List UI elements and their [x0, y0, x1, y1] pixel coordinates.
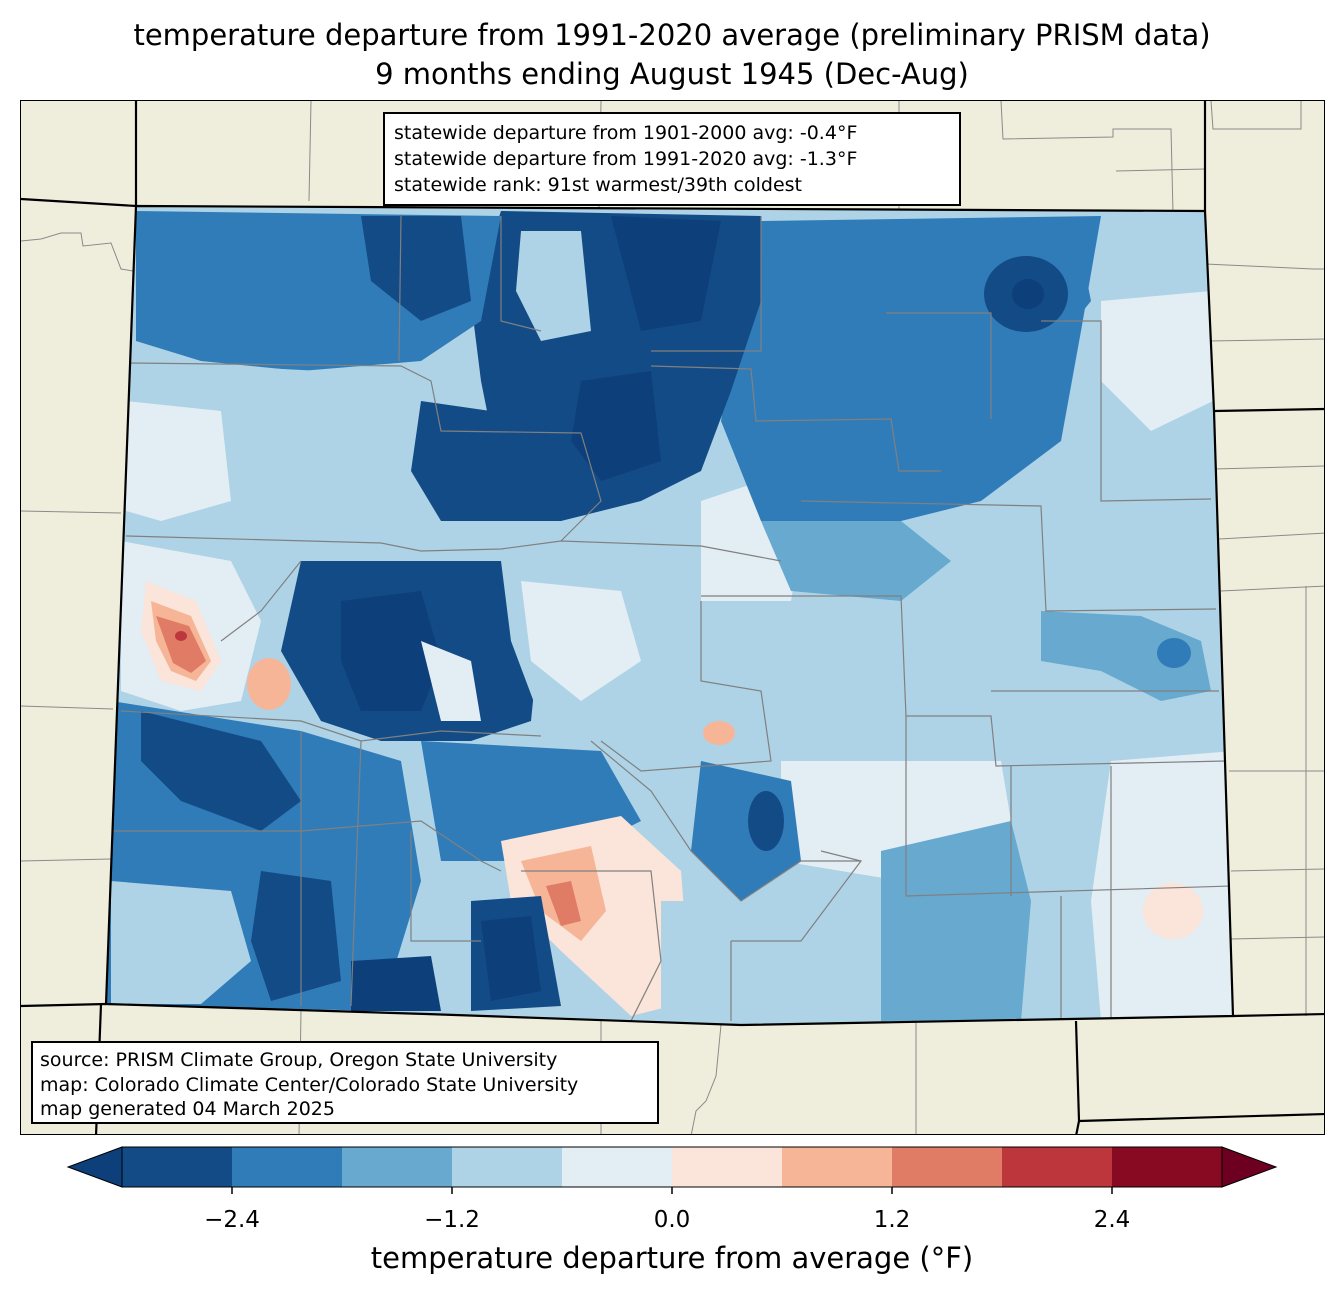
- map-credit-line: map: Colorado Climate Center/Colorado St…: [40, 1073, 579, 1096]
- colorbar-segment: [342, 1147, 452, 1187]
- map-title: temperature departure from 1991-2020 ave…: [133, 18, 1211, 52]
- colorbar-under-arrow: [66, 1146, 123, 1188]
- colorbar-segment: [1002, 1147, 1112, 1187]
- generated-date-line: map generated 04 March 2025: [40, 1098, 335, 1120]
- colorbar-segments: [66, 1146, 1278, 1188]
- colorbar: [66, 1146, 1278, 1194]
- stats-line-1991-2020: statewide departure from 1991-2020 avg: …: [394, 148, 858, 170]
- statewide-stats-box: statewide departure from 1901-2000 avg: …: [383, 112, 961, 206]
- colorbar-segment: [672, 1147, 782, 1187]
- colorbar-tick-label: 2.4: [1093, 1207, 1131, 1233]
- colorbar-tick-label: −2.4: [204, 1207, 260, 1233]
- temperature-departure-field: [106, 206, 1233, 1025]
- colorbar-segment: [452, 1147, 562, 1187]
- colorbar-segment: [892, 1147, 1002, 1187]
- colorbar-tick-label: 1.2: [873, 1207, 911, 1233]
- colorbar-segment: [122, 1147, 232, 1187]
- colorbar-segment: [782, 1147, 892, 1187]
- colorbar-over-arrow: [1221, 1146, 1278, 1188]
- stats-line-rank: statewide rank: 91st warmest/39th coldes…: [394, 174, 803, 196]
- source-line: source: PRISM Climate Group, Oregon Stat…: [40, 1049, 558, 1071]
- stats-line-1901-2000: statewide departure from 1901-2000 avg: …: [394, 122, 858, 144]
- colorado-map: [21, 101, 1324, 1134]
- neighbor-county-lines: [21, 101, 1324, 1134]
- colorbar-tick-label: 0.0: [653, 1207, 691, 1233]
- colorbar-segment: [232, 1147, 342, 1187]
- colorbar-segment: [1112, 1147, 1222, 1187]
- colorbar-tick-label: −1.2: [424, 1207, 480, 1233]
- colorbar-segment: [562, 1147, 672, 1187]
- map-panel: [20, 100, 1325, 1135]
- source-credit-box: source: PRISM Climate Group, Oregon Stat…: [31, 1041, 659, 1124]
- colorbar-ticks: [231, 1187, 1113, 1194]
- colorbar-label: temperature departure from average (°F): [370, 1241, 974, 1275]
- map-subtitle: 9 months ending August 1945 (Dec-Aug): [375, 57, 969, 91]
- colorado-county-lines: [111, 215, 1232, 1022]
